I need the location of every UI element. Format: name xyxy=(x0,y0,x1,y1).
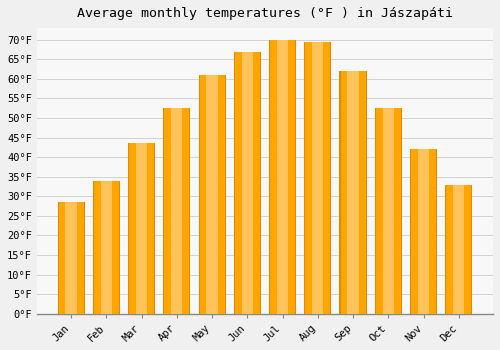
Bar xyxy=(374,108,402,314)
Bar xyxy=(242,51,253,314)
Bar xyxy=(277,40,288,314)
Bar xyxy=(136,144,147,314)
Bar xyxy=(234,51,261,314)
Bar xyxy=(100,181,112,314)
Title: Average monthly temperatures (°F ) in Jászapáti: Average monthly temperatures (°F ) in Já… xyxy=(77,7,453,20)
Bar xyxy=(410,149,437,314)
Bar xyxy=(164,108,190,314)
Bar xyxy=(340,71,366,314)
Bar xyxy=(198,75,226,314)
Bar xyxy=(94,181,119,314)
Bar xyxy=(376,108,401,314)
Bar xyxy=(206,75,218,314)
Bar xyxy=(382,108,394,314)
Bar xyxy=(235,51,260,314)
Bar xyxy=(171,108,182,314)
Bar xyxy=(128,144,155,314)
Bar xyxy=(93,181,120,314)
Bar xyxy=(418,149,429,314)
Bar xyxy=(312,42,324,314)
Bar xyxy=(411,149,436,314)
Bar xyxy=(306,42,330,314)
Bar xyxy=(269,40,296,314)
Bar xyxy=(304,42,332,314)
Bar xyxy=(58,202,84,314)
Bar xyxy=(270,40,295,314)
Bar xyxy=(446,184,471,314)
Bar xyxy=(340,71,365,314)
Bar xyxy=(348,71,358,314)
Bar xyxy=(445,184,472,314)
Bar xyxy=(129,144,154,314)
Bar xyxy=(58,202,84,314)
Bar xyxy=(200,75,224,314)
Bar xyxy=(66,202,76,314)
Bar xyxy=(453,184,464,314)
Bar xyxy=(164,108,190,314)
